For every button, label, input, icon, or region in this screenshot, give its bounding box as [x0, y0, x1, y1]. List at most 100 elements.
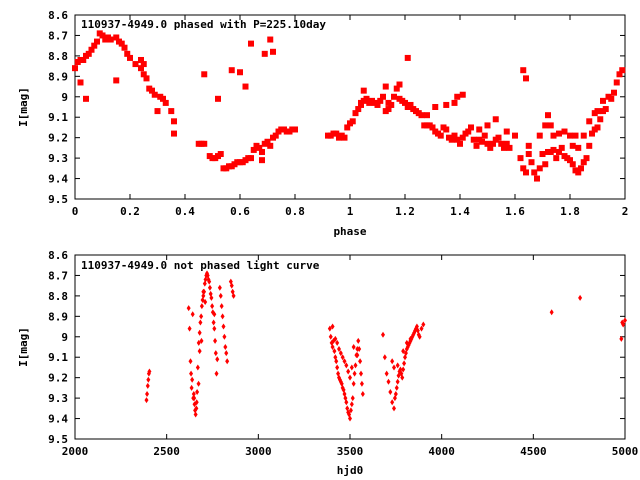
phased-data-point — [520, 67, 527, 74]
phased-data-point — [498, 140, 505, 147]
unphased-data-point — [145, 391, 150, 398]
phased-data-point — [99, 32, 106, 39]
unphased-data-point — [353, 362, 358, 369]
unphased-data-point — [190, 376, 195, 383]
phased-data-point — [391, 93, 397, 100]
phased-data-point — [292, 126, 298, 133]
unphased-data-point — [350, 395, 355, 402]
phased-data-point — [448, 136, 455, 143]
phased-data-point — [506, 144, 513, 151]
phased-data-point — [578, 165, 584, 172]
phased-data-point — [201, 140, 208, 147]
phased-data-point — [237, 69, 243, 76]
phased-data-point — [407, 101, 414, 108]
unphased-data-point — [340, 354, 345, 361]
unphased-xtick-label: 5000 — [612, 445, 639, 458]
phased-data-point — [613, 79, 620, 86]
phased-data-point — [487, 144, 494, 151]
phased-data-point — [501, 144, 507, 151]
phased-data-point — [113, 77, 120, 84]
phased-data-point — [132, 61, 139, 68]
unphased-data-point — [390, 358, 395, 365]
unphased-data-point — [621, 321, 626, 328]
unphased-data-point — [388, 388, 393, 395]
phased-data-point — [393, 85, 400, 92]
unphased-data-point — [619, 335, 624, 342]
unphased-ytick-label: 8.7 — [48, 269, 68, 282]
phased-data-point — [355, 106, 362, 113]
unphased-data-point — [212, 325, 217, 332]
unphased-data-point — [332, 348, 337, 355]
phased-data-point — [569, 142, 576, 149]
phased-data-point — [149, 87, 155, 94]
phased-data-point — [572, 132, 579, 139]
phased-data-point — [616, 71, 623, 78]
phased-data-point — [352, 110, 359, 117]
unphased-data-point — [337, 346, 341, 353]
unphased-ytick-label: 9.4 — [48, 413, 68, 426]
unphased-data-point — [404, 339, 409, 346]
unphased-xtick-label: 2500 — [153, 445, 180, 458]
phased-xtick-label: 1 — [347, 205, 354, 218]
phased-xtick-label: 0.2 — [120, 205, 140, 218]
phased-data-point — [259, 157, 265, 164]
phased-data-point — [432, 104, 439, 110]
phased-data-point — [536, 165, 543, 172]
phased-data-point — [261, 50, 268, 57]
phased-data-point — [512, 132, 518, 139]
unphased-data-point — [344, 362, 349, 369]
phased-plot-ylabel: I[mag] — [17, 87, 30, 127]
phased-ytick-label: 9.1 — [48, 111, 68, 124]
phased-xtick-label: 0 — [72, 205, 79, 218]
phased-data-point — [259, 148, 265, 155]
phased-data-point — [476, 126, 483, 133]
phased-data-point — [567, 132, 573, 139]
phased-data-point — [138, 65, 144, 72]
unphased-data-point — [197, 329, 202, 336]
unphased-data-point — [395, 378, 400, 385]
phased-data-point — [457, 140, 463, 147]
unphased-data-point — [349, 364, 354, 371]
unphased-data-point — [217, 284, 222, 291]
unphased-ytick-label: 9 — [61, 331, 68, 344]
unphased-data-point — [359, 370, 363, 377]
unphased-data-point — [351, 344, 356, 350]
unphased-data-point — [219, 303, 224, 310]
phased-data-point — [545, 112, 551, 119]
phased-data-point — [539, 151, 546, 158]
unphased-data-point — [188, 358, 193, 365]
phased-data-point — [443, 126, 450, 133]
unphased-data-point — [328, 333, 333, 340]
unphased-data-point — [214, 370, 219, 377]
phased-data-point — [580, 159, 587, 166]
phased-data-point — [382, 83, 389, 90]
phased-data-point — [83, 95, 89, 102]
unphased-data-point — [193, 411, 198, 418]
phased-data-point — [503, 140, 510, 147]
unphased-data-point — [348, 415, 352, 422]
phased-data-point — [608, 95, 615, 102]
phased-ytick-label: 9.4 — [48, 173, 68, 186]
phased-xtick-label: 1.4 — [450, 205, 470, 218]
phased-data-point — [536, 132, 543, 139]
phased-data-point — [454, 93, 461, 100]
phased-data-point — [77, 79, 84, 86]
phased-data-point — [550, 132, 557, 139]
phased-xtick-label: 0.4 — [175, 205, 195, 218]
unphased-data-point — [390, 399, 395, 406]
phased-data-point — [140, 61, 147, 68]
phased-plot-axes: 0 0.2 0.4 0.6 0.8 1 1.2 1.4 1.6 1.8 2 8.6 8.7 8.8 8.9 9… — [48, 9, 628, 218]
unphased-data-point — [213, 350, 218, 357]
phased-data-point — [360, 87, 367, 94]
phased-ytick-label: 9 — [61, 91, 68, 104]
unphased-data-point — [191, 391, 196, 398]
phased-data-point — [72, 65, 78, 72]
phased-ytick-label: 9.3 — [48, 152, 68, 165]
unphased-data-point — [224, 350, 229, 357]
unphased-data-point — [190, 311, 195, 318]
phased-xtick-label: 2 — [622, 205, 629, 218]
phased-data-point — [473, 142, 480, 149]
phased-data-point — [272, 132, 279, 139]
unphased-data-point — [417, 333, 422, 340]
phased-data-point — [575, 144, 582, 151]
